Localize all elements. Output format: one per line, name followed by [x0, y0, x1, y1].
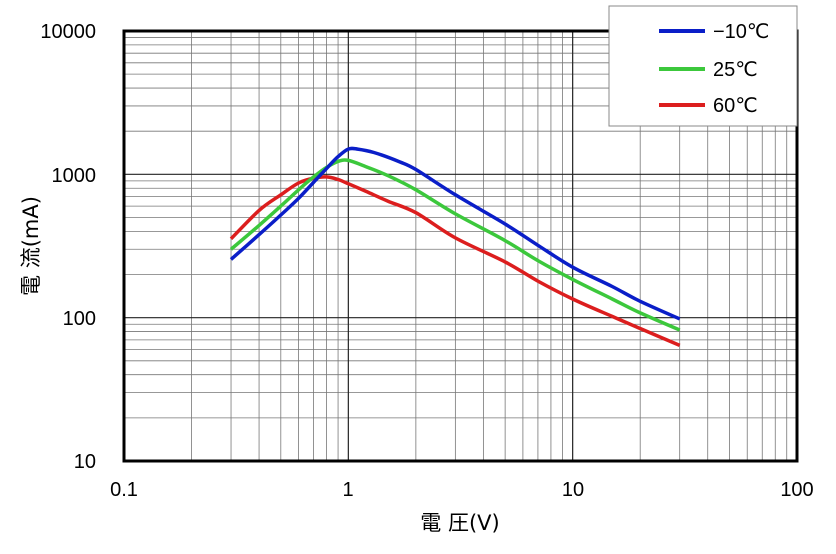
x-axis-title: 電 圧(V): [420, 511, 499, 535]
y-tick-label: 10: [74, 451, 96, 473]
legend-label: 25℃: [713, 59, 758, 81]
plot-area-frame: [122, 29, 799, 463]
y-axis-title: 電 流(mA): [19, 196, 43, 296]
series-line-0: [229, 146, 681, 321]
x-tick-label: 0.1: [110, 479, 138, 501]
series-line-1: [229, 158, 681, 332]
series-lines: [229, 146, 681, 348]
y-tick-label: 1000: [52, 165, 97, 187]
legend-label: 60℃: [713, 95, 758, 117]
y-tick-label: 100: [63, 308, 96, 330]
legend: −10℃ 25℃ 60℃: [608, 5, 798, 127]
y-tick-label: 10000: [40, 21, 96, 43]
series-line-2: [229, 175, 681, 348]
x-tick-label: 1: [342, 479, 353, 501]
legend-label: −10℃: [713, 21, 769, 43]
x-tick-label: 100: [780, 479, 813, 501]
x-tick-label: 10: [562, 479, 584, 501]
